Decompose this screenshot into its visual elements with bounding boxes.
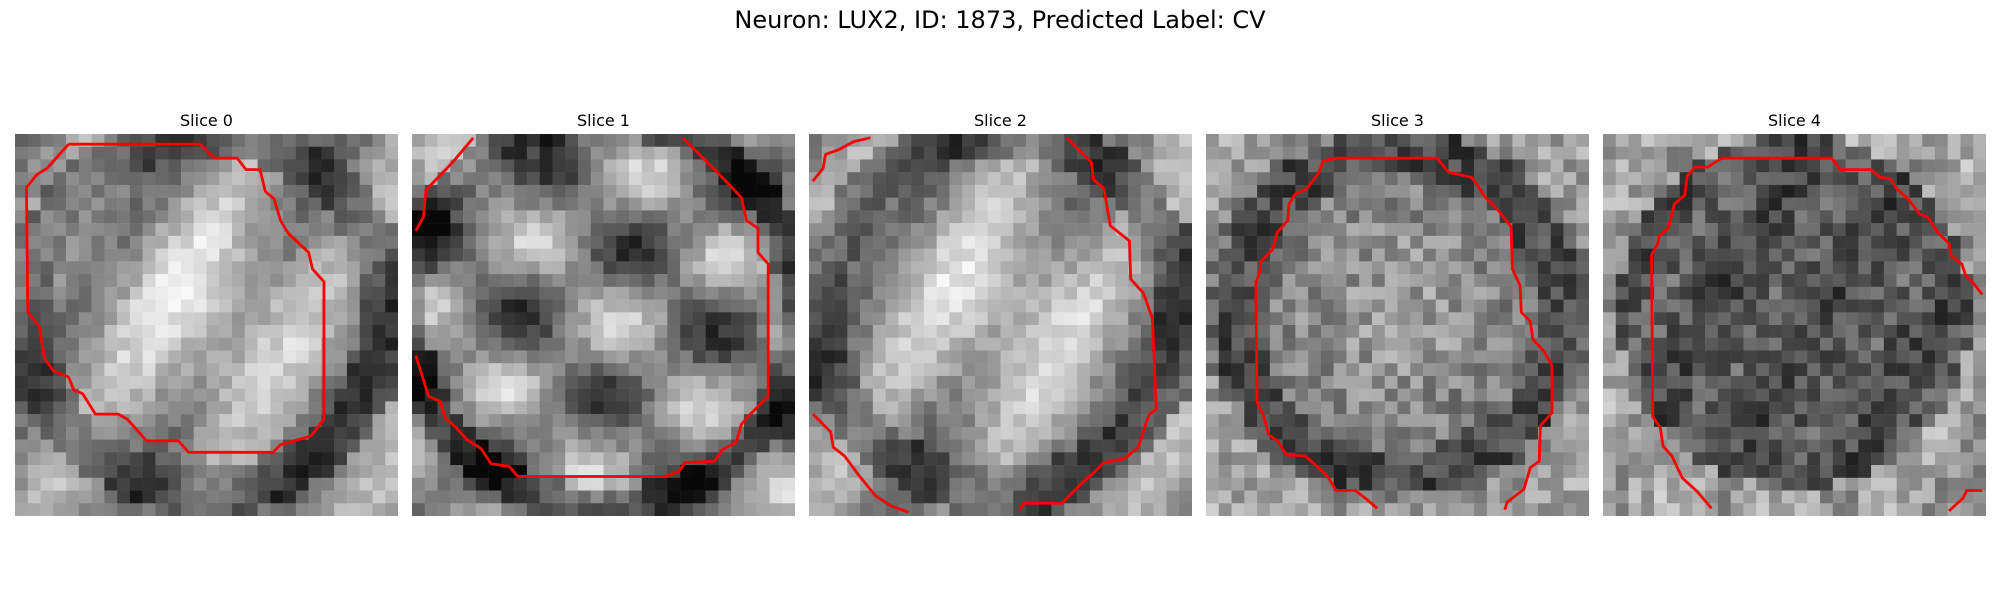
neuron-contour-2-bottomleft — [811, 413, 910, 514]
slice-panel-0: Slice 0 — [15, 108, 398, 516]
slice-panel-2: Slice 2 — [809, 108, 1192, 516]
neuron-contour-1-main — [414, 136, 770, 478]
slice-title-4: Slice 4 — [1768, 111, 1821, 130]
neuron-contour-4-corner — [1948, 489, 1983, 512]
neuron-contour-3 — [1254, 156, 1554, 511]
slice-image-0 — [15, 134, 398, 516]
slice-title-2: Slice 2 — [974, 111, 1027, 130]
slice-title-0: Slice 0 — [180, 111, 233, 130]
slice-image-2 — [809, 134, 1192, 516]
neuron-contour-2-right — [1018, 136, 1158, 511]
slice-title-3: Slice 3 — [1371, 111, 1424, 130]
neuron-contour-2-topleft — [811, 136, 871, 182]
figure-title: Neuron: LUX2, ID: 1873, Predicted Label:… — [734, 6, 1266, 34]
slice-image-3 — [1206, 134, 1589, 516]
neuron-contour-4-main — [1650, 156, 1984, 510]
slice-image-1 — [412, 134, 795, 516]
neuron-contour-1-left — [414, 136, 475, 232]
neuron-contour-0 — [25, 142, 326, 454]
slice-image-4 — [1603, 134, 1986, 516]
slice-title-1: Slice 1 — [577, 111, 630, 130]
slice-panel-1: Slice 1 — [412, 108, 795, 516]
slice-panel-3: Slice 3 — [1206, 108, 1589, 516]
slice-panel-4: Slice 4 — [1603, 108, 1986, 516]
